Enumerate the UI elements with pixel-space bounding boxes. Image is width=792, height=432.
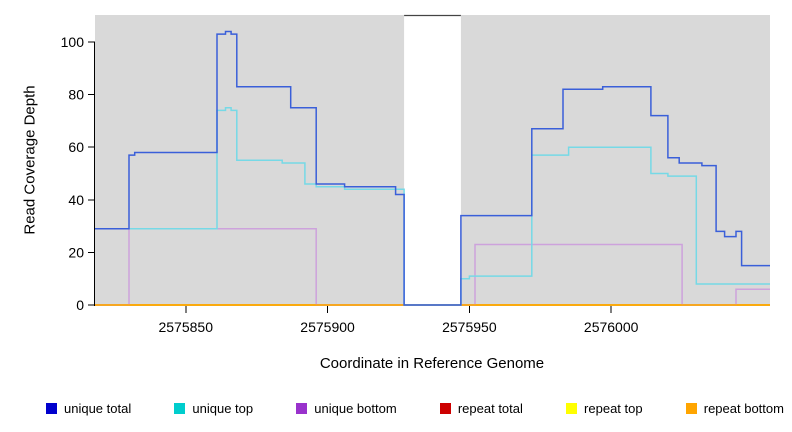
plot-panel bbox=[460, 15, 770, 306]
x-tick-label: 2576000 bbox=[584, 319, 639, 335]
y-axis-title: Read Coverage Depth bbox=[21, 85, 39, 235]
legend-label: repeat total bbox=[457, 400, 523, 416]
legend: unique total unique top unique bottom repea… bbox=[46, 398, 784, 418]
legend-color-swatch-icon bbox=[566, 402, 578, 414]
series-line-unique-bottom bbox=[95, 227, 770, 306]
x-tick-label: 2575900 bbox=[300, 319, 355, 335]
x-tick-label: 2575850 bbox=[158, 319, 213, 335]
y-tick-label: 60 bbox=[68, 139, 84, 155]
series-line-unique-top bbox=[95, 107, 770, 306]
legend-color-swatch-icon bbox=[46, 402, 57, 414]
legend-item-unique-bottom: unique bottom bbox=[296, 400, 397, 416]
legend-item-repeat-total: repeat total bbox=[439, 400, 523, 416]
x-tick-label: 2575950 bbox=[442, 319, 497, 335]
y-tick-label: 40 bbox=[68, 192, 84, 208]
legend-label: repeat bottom bbox=[703, 400, 784, 416]
x-axis-title: Coordinate in Reference Genome bbox=[319, 355, 545, 372]
y-tick-label: 80 bbox=[68, 87, 84, 103]
legend-item-unique-top: unique top bbox=[174, 401, 253, 416]
legend-item-repeat-bottom: repeat bottom bbox=[685, 400, 784, 416]
legend-item-unique-total: unique total bbox=[46, 401, 131, 416]
legend-label: unique bottom bbox=[314, 400, 397, 416]
y-tick-label: 100 bbox=[61, 34, 85, 50]
y-tick-label: 0 bbox=[76, 297, 84, 313]
legend-color-swatch-icon bbox=[174, 402, 186, 414]
legend-item-repeat-top: repeat top bbox=[566, 401, 643, 416]
legend-color-swatch-icon bbox=[685, 402, 697, 414]
chart-canvas: 0 20 40 60 80 100 2575850 2575900 2575950 2576000 bbox=[61, 14, 770, 335]
legend-label: unique top bbox=[192, 400, 254, 416]
legend-color-swatch-icon bbox=[296, 402, 308, 414]
series-line-unique-total bbox=[95, 30, 770, 306]
y-tick-label: 20 bbox=[68, 244, 84, 260]
legend-label: unique total bbox=[64, 400, 132, 416]
legend-color-swatch-icon bbox=[439, 402, 451, 414]
legend-label: repeat top bbox=[584, 400, 643, 416]
